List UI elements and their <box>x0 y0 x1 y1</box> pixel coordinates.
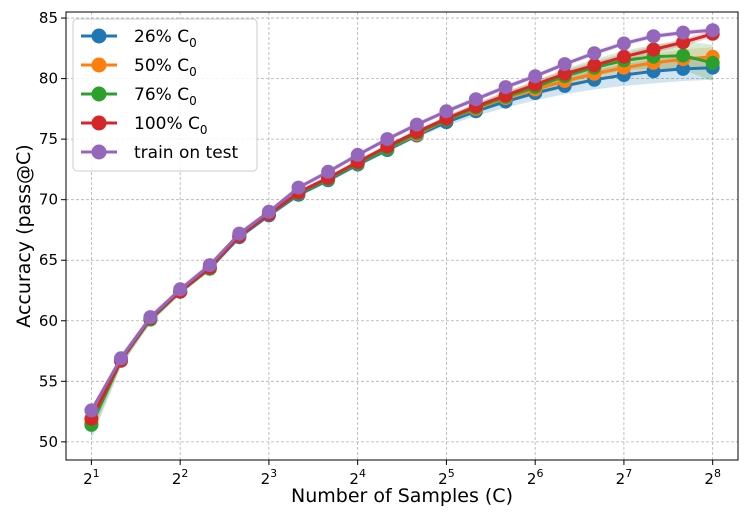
legend-label: 26% C0 <box>134 27 197 50</box>
x-tick-label: 23 <box>261 467 278 488</box>
y-tick-label: 75 <box>39 130 58 148</box>
data-point <box>380 132 395 147</box>
y-tick-label: 50 <box>39 433 58 451</box>
series-lines <box>84 23 720 432</box>
data-point <box>291 180 306 195</box>
data-point <box>587 58 602 73</box>
legend-label: 50% C0 <box>134 56 197 79</box>
data-point <box>557 57 572 72</box>
legend-marker <box>91 144 107 160</box>
data-point <box>468 92 483 107</box>
data-point <box>557 66 572 81</box>
legend-label: 100% C0 <box>134 114 208 137</box>
y-tick-label: 65 <box>39 251 58 269</box>
y-tick-label: 55 <box>39 372 58 390</box>
x-tick-label: 28 <box>704 467 721 488</box>
data-point <box>587 46 602 61</box>
data-point <box>676 48 691 63</box>
data-point <box>705 23 720 38</box>
series <box>84 23 720 418</box>
legend-label: train on test <box>134 143 239 163</box>
data-point <box>616 36 631 51</box>
series-line <box>90 28 713 412</box>
legend-marker <box>91 115 107 131</box>
axis-ticks: 21 22 23 24 25 26 27 28 50 55 60 65 70 75 80 85 <box>39 9 721 488</box>
data-point <box>114 351 128 366</box>
data-point <box>409 117 424 132</box>
data-point <box>676 35 691 50</box>
legend-box <box>72 18 258 172</box>
series-line <box>90 32 714 420</box>
x-tick-label: 26 <box>527 467 544 488</box>
legend-marker <box>91 28 107 44</box>
x-tick-label: 25 <box>438 467 455 488</box>
data-point <box>705 55 720 70</box>
data-point <box>646 42 661 57</box>
data-point <box>232 226 247 241</box>
x-tick-label: 24 <box>349 467 366 488</box>
data-point <box>173 282 188 297</box>
x-axis-label: Number of Samples (C) <box>291 485 513 507</box>
data-point <box>646 29 661 44</box>
y-tick-label: 70 <box>39 191 58 209</box>
plot-frame <box>65 11 739 461</box>
data-point <box>439 104 454 119</box>
legend-marker <box>91 57 107 73</box>
data-point <box>676 25 691 40</box>
data-point <box>350 147 365 162</box>
y-tick-label: 80 <box>39 70 58 88</box>
data-point <box>84 403 99 418</box>
data-point <box>676 61 691 76</box>
y-tick-label: 85 <box>39 9 58 27</box>
data-point <box>321 164 336 179</box>
legend: 26% C0 50% C0 76% C0 100% C0 train on test <box>72 18 258 172</box>
legend-label: 76% C0 <box>134 85 197 108</box>
y-tick-label: 60 <box>39 312 58 330</box>
data-point <box>261 204 276 219</box>
data-point <box>528 69 543 84</box>
data-point <box>498 80 513 95</box>
x-tick-label: 21 <box>83 467 100 488</box>
legend-marker <box>91 86 107 102</box>
data-point <box>202 258 217 273</box>
data-point <box>616 49 631 64</box>
x-tick-label: 27 <box>616 467 633 488</box>
y-axis-label: Accuracy (pass@C) <box>13 144 35 327</box>
data-point <box>143 310 158 325</box>
x-tick-label: 22 <box>172 467 189 488</box>
